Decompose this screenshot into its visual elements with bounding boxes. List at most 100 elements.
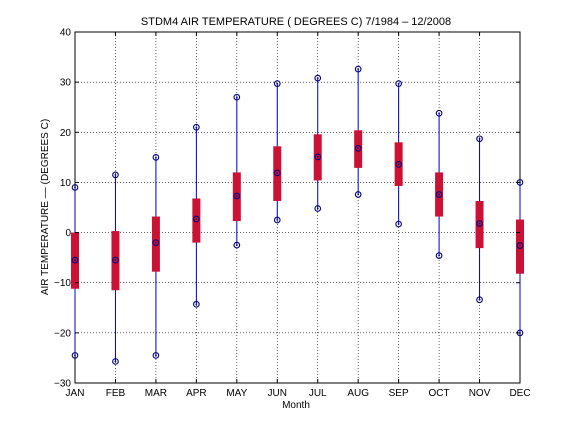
x-tick-label: MAR: [145, 388, 167, 399]
max-marker-dot-jan: [74, 186, 76, 189]
x-tick-label: NOV: [469, 388, 491, 399]
y-tick-label: 20: [60, 128, 72, 139]
iqr-box-apr: [192, 198, 201, 243]
max-marker-oct: [435, 109, 443, 117]
max-marker-dot-feb: [114, 174, 117, 176]
median-marker-dot-jul: [316, 155, 319, 158]
max-marker-dot-aug: [357, 68, 360, 71]
min-marker-dot-feb: [114, 360, 117, 363]
y-tick-label: 40: [60, 28, 72, 39]
median-marker-dot-sep: [397, 163, 400, 166]
y-axis-label: AIR TEMPERATURE –– (DEGREES C): [40, 119, 51, 295]
x-tick-label: SEP: [389, 388, 409, 399]
x-tick-label: DEC: [509, 388, 530, 399]
x-tick-label: FEB: [106, 388, 126, 399]
median-marker-dec: [516, 242, 524, 249]
y-tick-label: 10: [60, 178, 72, 189]
x-tick-label: JAN: [66, 388, 85, 399]
max-marker-nov: [476, 135, 483, 143]
min-marker-apr: [193, 300, 200, 308]
median-marker-nov: [476, 220, 483, 227]
chart-title: STDM4 AIR TEMPERATURE ( DEGREES C) 7/198…: [141, 16, 451, 28]
max-marker-dot-may: [235, 96, 238, 99]
max-marker-may: [233, 93, 241, 101]
min-marker-oct: [435, 252, 443, 259]
min-marker-jul: [314, 205, 322, 212]
x-tick-label: OCT: [429, 388, 450, 399]
ticks-layer: −30 −20 −10 0 10 20 30 40 JAN FEB MAR APR MAY JUN JUL A…: [54, 28, 531, 400]
iqr-box-mar: [151, 216, 160, 272]
median-marker-jul: [314, 153, 322, 161]
max-marker-dot-sep: [397, 82, 400, 85]
median-marker-dot-dec: [519, 244, 521, 247]
min-marker-dot-aug: [357, 193, 360, 196]
y-tick-label: −10: [54, 278, 71, 289]
y-tick-label: 0: [65, 228, 71, 239]
max-marker-feb: [112, 171, 119, 179]
min-marker-dot-nov: [478, 298, 481, 301]
median-marker-sep: [395, 161, 402, 168]
plot-frame: [74, 31, 521, 384]
median-marker-mar: [152, 239, 160, 246]
median-marker-dot-feb: [114, 259, 117, 262]
min-marker-dot-sep: [397, 223, 400, 225]
x-tick-label: APR: [186, 388, 207, 399]
x-axis-label: Month: [282, 400, 310, 411]
min-marker-mar: [152, 352, 160, 359]
min-marker-dot-mar: [155, 354, 157, 357]
max-marker-dot-apr: [195, 126, 198, 129]
min-marker-dot-jan: [74, 354, 76, 357]
min-marker-dot-apr: [195, 303, 198, 306]
iqr-box-dec: [516, 219, 524, 274]
y-tick-label: 30: [60, 78, 72, 89]
min-marker-jan: [71, 352, 79, 359]
median-marker-dot-apr: [195, 218, 198, 220]
max-marker-mar: [152, 154, 160, 161]
max-marker-dot-nov: [478, 137, 481, 140]
median-marker-dot-may: [235, 195, 238, 197]
median-marker-apr: [193, 215, 200, 223]
max-marker-dot-jun: [276, 82, 279, 85]
min-marker-dot-jun: [276, 219, 279, 221]
iqr-box-nov: [475, 200, 484, 249]
median-marker-aug: [354, 144, 362, 152]
median-marker-jun: [273, 169, 281, 177]
x-tick-label: JUL: [309, 388, 327, 399]
median-marker-dot-jun: [276, 172, 279, 174]
median-marker-jan: [71, 256, 79, 264]
marks-layer: [71, 65, 524, 365]
max-marker-aug: [354, 65, 362, 73]
median-marker-dot-mar: [155, 241, 157, 244]
median-marker-dot-oct: [438, 193, 440, 196]
median-marker-may: [233, 192, 241, 200]
min-marker-nov: [476, 296, 483, 304]
max-marker-dot-jul: [316, 77, 319, 80]
median-marker-dot-aug: [357, 147, 360, 150]
max-marker-sep: [395, 80, 402, 87]
min-marker-may: [233, 241, 241, 249]
axes-layer: [74, 31, 521, 384]
max-marker-dot-mar: [155, 156, 157, 159]
min-marker-jun: [273, 216, 281, 224]
grid-layer: [75, 32, 520, 383]
max-marker-apr: [193, 123, 200, 131]
max-marker-jun: [273, 80, 281, 87]
x-tick-label: JUN: [268, 388, 287, 399]
min-marker-feb: [112, 358, 119, 365]
min-marker-dot-may: [235, 244, 238, 247]
x-tick-label: MAY: [226, 388, 247, 399]
max-marker-dot-oct: [438, 112, 440, 115]
y-tick-label: −30: [54, 379, 71, 390]
median-marker-oct: [435, 191, 443, 198]
max-marker-jul: [314, 74, 322, 82]
min-marker-dot-oct: [438, 254, 440, 257]
y-tick-label: −20: [54, 328, 71, 339]
x-tick-label: AUG: [347, 388, 369, 399]
min-marker-dot-jul: [316, 207, 319, 210]
max-marker-jan: [71, 184, 79, 191]
median-marker-feb: [112, 256, 119, 264]
min-marker-sep: [395, 220, 402, 228]
min-marker-aug: [354, 191, 362, 198]
median-marker-dot-nov: [478, 222, 481, 225]
